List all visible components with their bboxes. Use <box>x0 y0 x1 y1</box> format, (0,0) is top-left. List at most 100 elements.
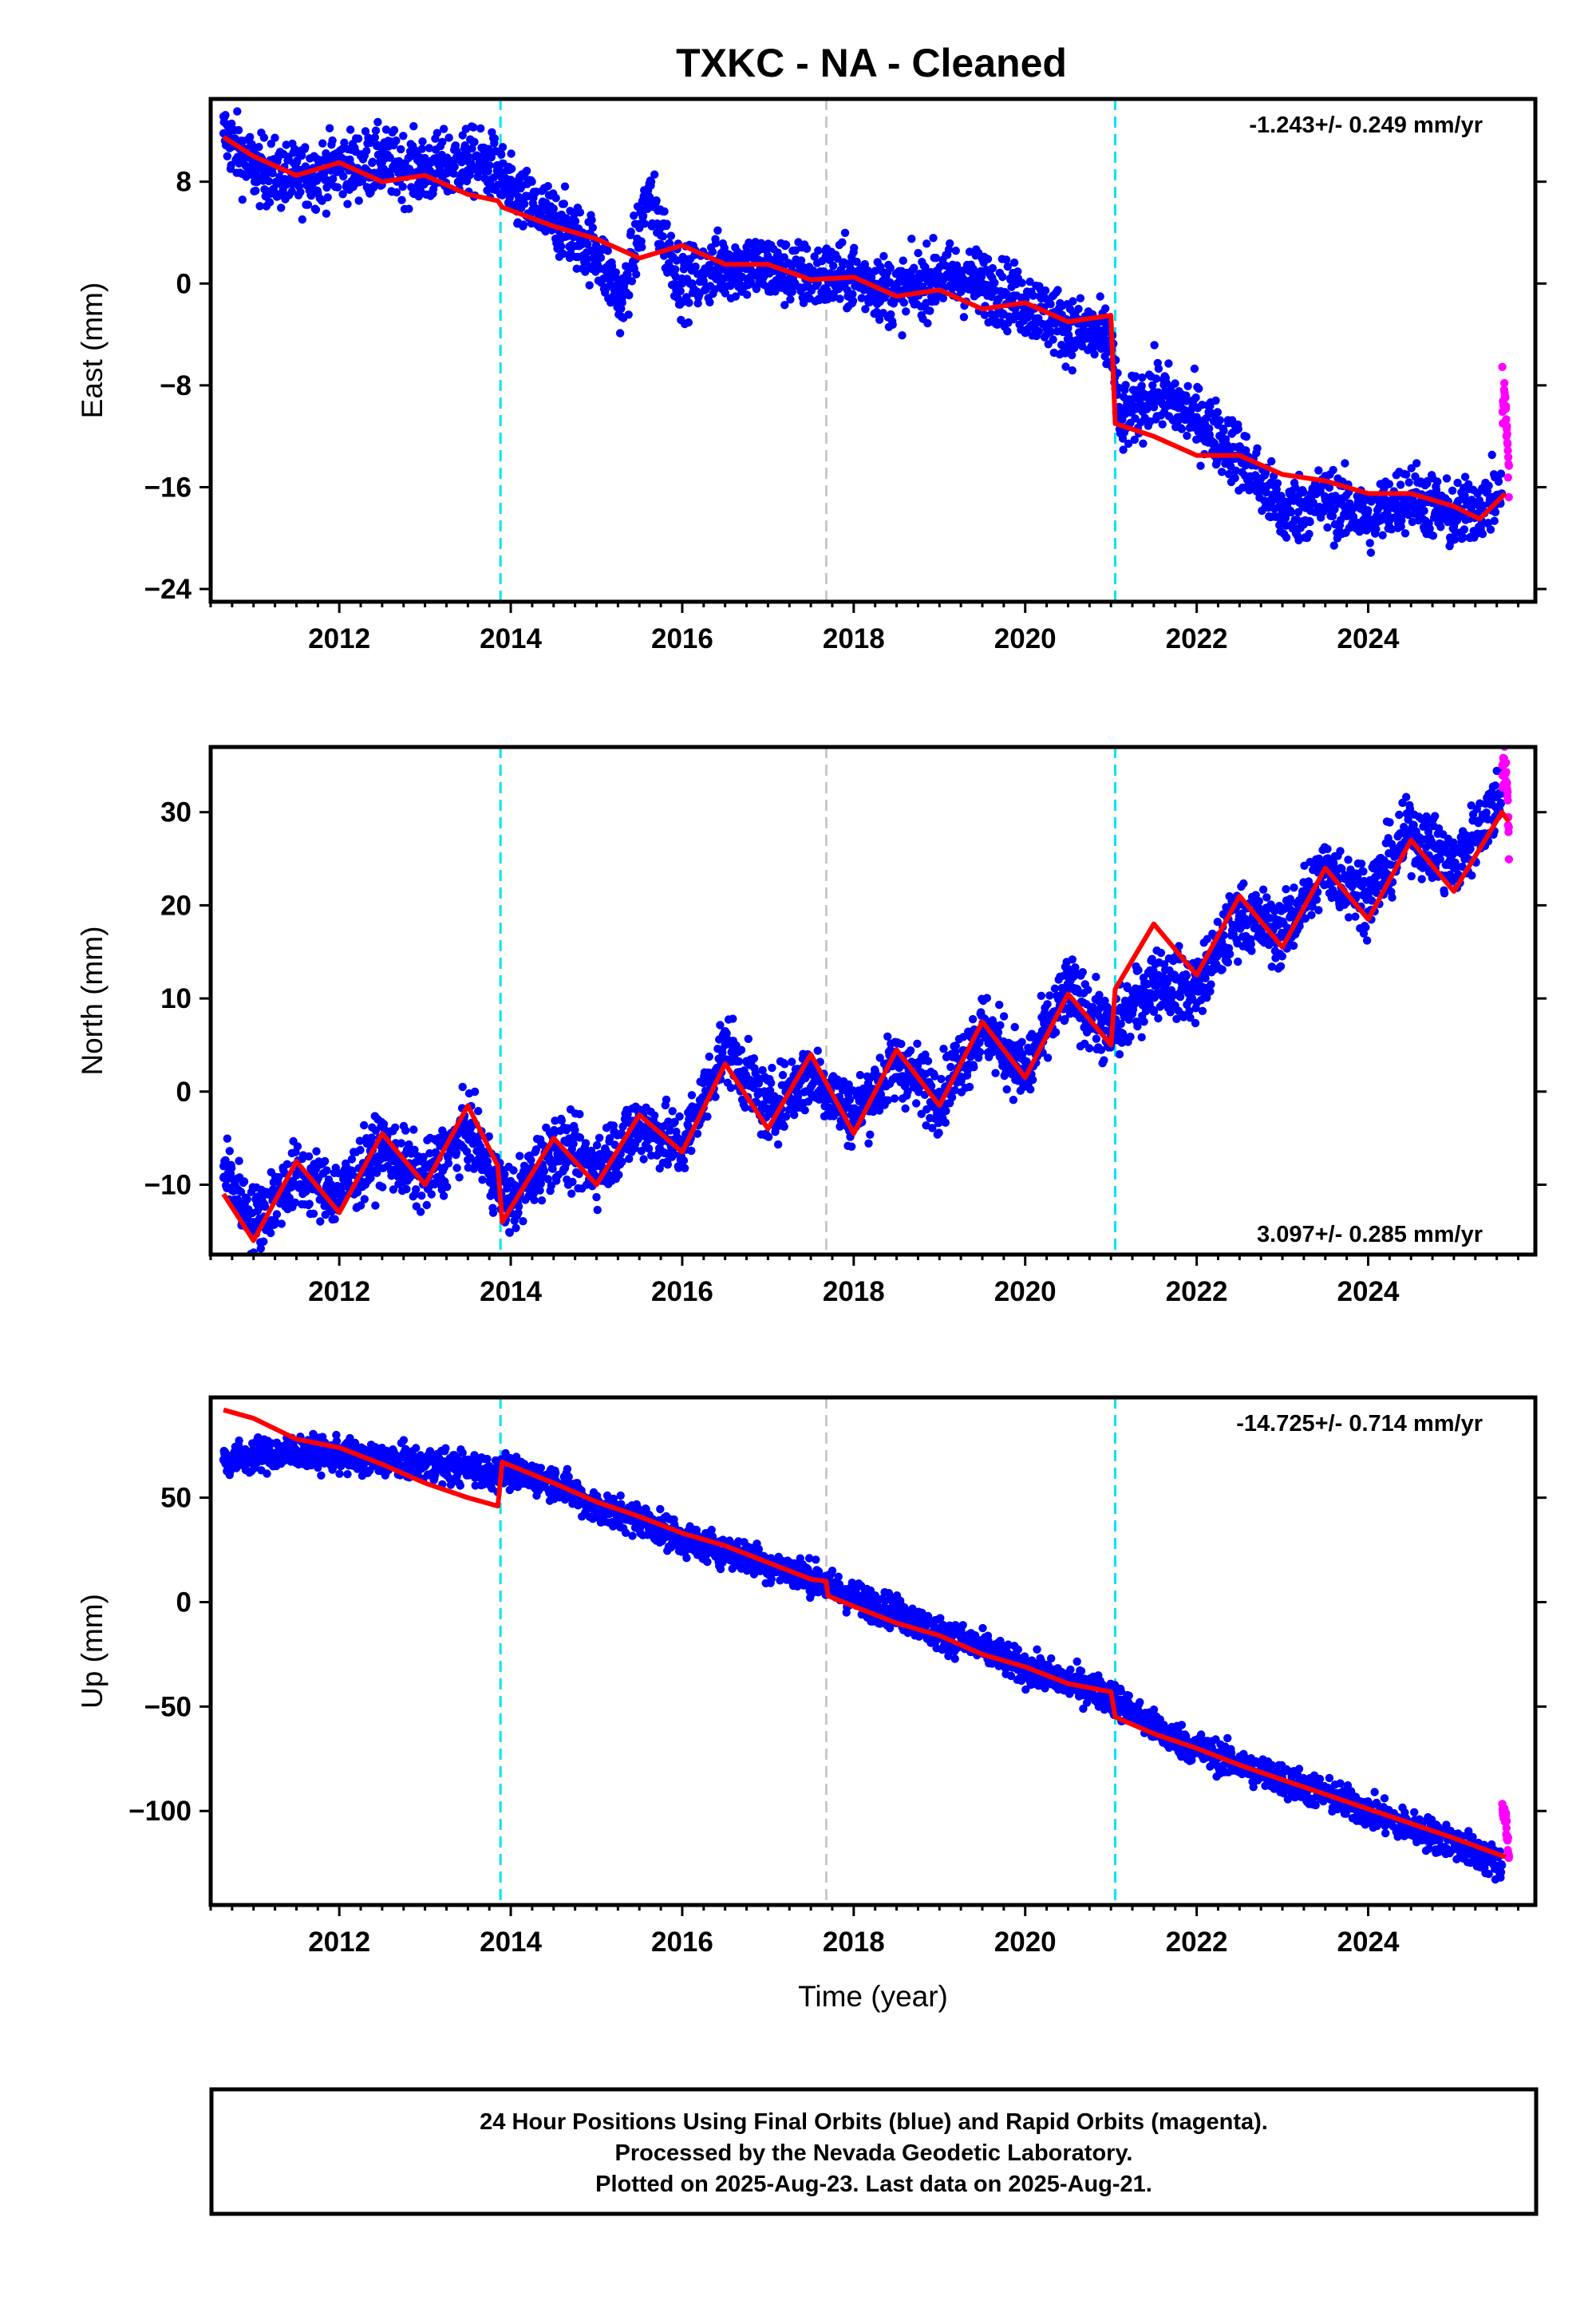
data-point <box>260 1202 270 1211</box>
data-point <box>419 1152 428 1162</box>
data-point <box>397 1139 406 1148</box>
data-point <box>592 1192 601 1202</box>
data-point <box>708 247 717 256</box>
data-point <box>1115 1049 1124 1059</box>
data-point <box>643 190 653 199</box>
data-point <box>1459 533 1468 542</box>
data-point <box>1366 548 1376 557</box>
data-point <box>323 193 332 202</box>
data-point <box>1273 479 1282 488</box>
data-point <box>333 183 342 192</box>
data-point <box>340 138 349 147</box>
data-point <box>632 270 641 279</box>
data-point <box>734 1057 744 1066</box>
data-point <box>444 1159 453 1168</box>
data-point <box>368 157 377 166</box>
data-point <box>899 298 909 307</box>
data-point <box>1092 1034 1101 1043</box>
data-point <box>1402 470 1411 479</box>
data-point <box>223 152 231 160</box>
data-point <box>1167 986 1176 995</box>
data-point <box>844 1080 853 1089</box>
data-point <box>1404 478 1413 487</box>
data-point <box>693 1129 702 1138</box>
data-point <box>560 182 570 191</box>
data-point <box>238 196 247 204</box>
data-point <box>484 1132 493 1141</box>
data-point <box>1084 986 1092 994</box>
data-point <box>802 244 812 253</box>
data-point <box>389 1185 398 1194</box>
data-point <box>1041 286 1050 295</box>
data-point <box>1195 384 1203 393</box>
data-point <box>592 247 601 256</box>
data-point <box>982 994 992 1002</box>
data-point <box>581 267 590 276</box>
data-point <box>506 190 516 199</box>
data-point <box>638 211 648 220</box>
data-point <box>1078 968 1088 977</box>
data-point <box>302 1187 310 1196</box>
data-point <box>530 1196 539 1204</box>
data-point <box>367 1133 376 1142</box>
data-point <box>1282 533 1291 542</box>
data-point <box>995 1000 1004 1010</box>
data-point <box>418 137 427 146</box>
data-point <box>559 200 568 208</box>
data-point <box>1503 473 1513 482</box>
data-point <box>615 329 625 338</box>
data-point <box>1047 327 1056 336</box>
data-point <box>903 1087 912 1097</box>
data-point <box>1385 480 1394 488</box>
data-point <box>1501 393 1510 402</box>
data-point <box>625 290 634 300</box>
data-point <box>1206 987 1215 996</box>
data-point <box>1198 1006 1207 1016</box>
data-point <box>1487 450 1496 460</box>
data-point <box>899 256 907 265</box>
data-point <box>1100 996 1109 1006</box>
data-point <box>921 1050 930 1059</box>
data-point <box>1101 304 1110 313</box>
data-point <box>405 204 413 213</box>
data-point <box>373 117 382 127</box>
data-point <box>687 1091 697 1100</box>
data-point <box>427 1190 436 1199</box>
data-point <box>737 1045 746 1054</box>
data-point <box>1392 499 1400 508</box>
data-point <box>571 1125 579 1135</box>
data-point <box>1496 469 1506 478</box>
data-point <box>1013 267 1022 276</box>
data-point <box>371 126 381 135</box>
data-point <box>416 1207 425 1216</box>
data-point <box>1051 1028 1061 1037</box>
data-point <box>452 1164 461 1172</box>
data-point <box>519 220 528 229</box>
data-point <box>1364 506 1373 515</box>
data-point <box>671 265 680 274</box>
data-point <box>1191 1018 1200 1028</box>
y-tick-label: 8 <box>176 167 192 198</box>
data-point <box>735 265 744 275</box>
data-point <box>796 256 806 265</box>
data-point <box>347 1155 357 1164</box>
data-point <box>1491 508 1500 516</box>
data-point <box>855 1070 865 1080</box>
data-point <box>780 1060 789 1069</box>
data-point <box>1486 525 1495 534</box>
data-point <box>519 1217 527 1226</box>
data-point <box>401 1126 410 1135</box>
data-point <box>609 1121 618 1130</box>
y-tick-label: −24 <box>144 574 192 605</box>
data-point <box>439 124 448 133</box>
data-point <box>848 296 858 306</box>
data-point <box>265 198 275 207</box>
data-point <box>508 164 516 173</box>
series-rapid-orbits <box>1498 362 1514 502</box>
data-point <box>1154 1014 1163 1023</box>
data-point <box>485 161 494 170</box>
data-point <box>585 281 594 290</box>
data-point <box>219 128 228 138</box>
data-point <box>392 188 401 197</box>
data-point <box>935 271 944 280</box>
